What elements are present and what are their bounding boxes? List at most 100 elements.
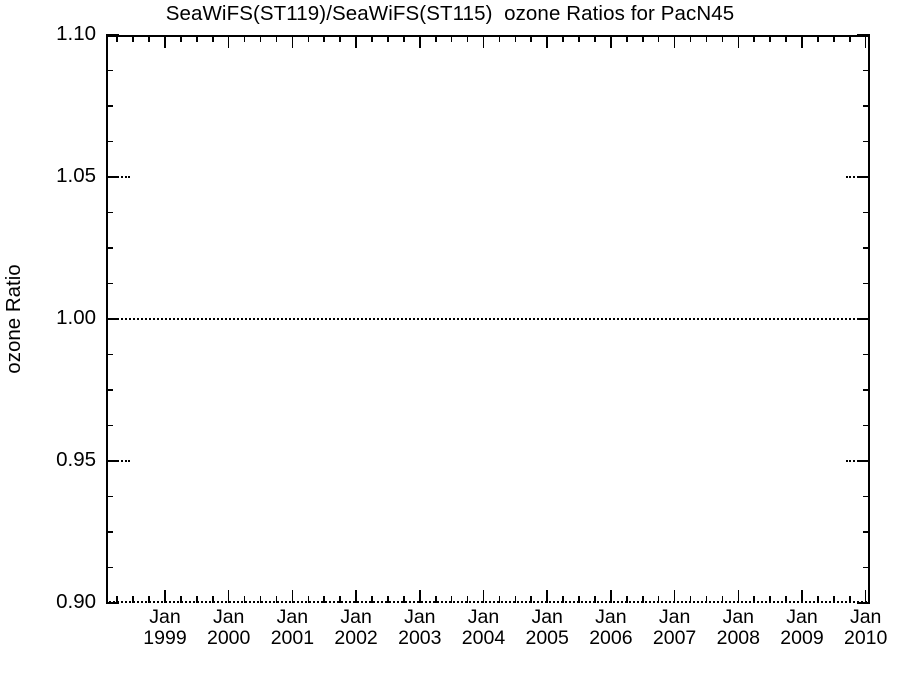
- y-tick-label: 0.90: [56, 590, 96, 613]
- x-tick-minor: [466, 35, 469, 42]
- x-tick-minor: [450, 596, 453, 603]
- gridline-1: [106, 318, 870, 320]
- x-tick-minor: [196, 596, 198, 603]
- x-tick-minor: [817, 35, 819, 42]
- x-tick-minor: [530, 35, 533, 42]
- x-tick-major: [482, 590, 485, 603]
- y-tick-minor: [106, 389, 113, 391]
- y-tick-major: [857, 176, 870, 178]
- x-tick-minor: [562, 35, 564, 42]
- y-tick-label: 1.10: [56, 22, 96, 45]
- x-tick-minor: [626, 596, 628, 603]
- x-tick-major: [737, 590, 740, 603]
- x-tick-major: [546, 35, 548, 48]
- x-tick-label-year: 2000: [206, 627, 251, 649]
- x-tick-minor: [243, 35, 246, 42]
- x-tick-minor: [275, 35, 278, 42]
- x-tick-minor: [721, 596, 724, 603]
- y-tick-minor: [106, 495, 113, 498]
- x-tick-minor: [833, 596, 835, 603]
- x-tick-minor: [848, 596, 851, 603]
- x-tick-label: Jan 2006: [566, 607, 656, 649]
- x-tick-minor: [721, 35, 724, 42]
- x-tick-label-year: 2002: [334, 627, 378, 649]
- x-tick-label-month: Jan: [212, 606, 245, 628]
- x-tick-label-month: Jan: [531, 606, 563, 628]
- x-tick-minor: [562, 596, 564, 603]
- x-tick-minor: [657, 35, 660, 42]
- y-tick-minor: [863, 282, 870, 285]
- x-tick-label-year: 2010: [843, 627, 888, 649]
- y-tick-major: [857, 460, 870, 462]
- x-tick-minor: [833, 35, 835, 42]
- x-tick-major: [355, 35, 357, 48]
- x-tick-major: [610, 590, 612, 603]
- y-tick-minor: [106, 211, 113, 214]
- x-tick-minor: [371, 35, 373, 42]
- x-tick-minor: [371, 596, 373, 603]
- x-tick-minor: [434, 596, 437, 603]
- x-tick-minor: [769, 596, 771, 603]
- x-tick-minor: [434, 35, 437, 42]
- y-tick-minor: [106, 566, 113, 569]
- x-tick-label: Jan 2007: [630, 607, 720, 649]
- chart-title: SeaWiFS(ST119)/SeaWiFS(ST115) ozone Rati…: [165, 2, 735, 25]
- y-tick-minor: [106, 140, 113, 143]
- y-tick-major: [106, 602, 119, 604]
- x-tick-minor: [307, 596, 310, 603]
- x-tick-minor: [275, 596, 278, 603]
- y-tick-major: [857, 34, 870, 36]
- x-tick-minor: [259, 596, 262, 603]
- x-tick-minor: [180, 35, 182, 42]
- x-tick-label-year: 2003: [398, 627, 442, 649]
- x-tick-minor: [689, 35, 692, 42]
- x-tick-minor: [514, 596, 517, 603]
- x-tick-major: [482, 35, 485, 48]
- y-tick-minor: [863, 353, 870, 356]
- x-tick-minor: [705, 596, 708, 603]
- x-tick-minor: [641, 596, 644, 603]
- x-tick-minor: [323, 35, 326, 42]
- x-tick-minor: [689, 596, 692, 603]
- y-tick-major: [106, 318, 119, 320]
- x-tick-minor: [498, 596, 501, 603]
- y-tick-label: 1.00: [56, 306, 96, 329]
- x-tick-minor: [148, 596, 150, 603]
- x-tick-minor: [530, 596, 533, 603]
- x-tick-minor: [243, 596, 246, 603]
- x-tick-minor: [307, 35, 310, 42]
- x-tick-minor: [450, 35, 453, 42]
- x-tick-minor: [211, 35, 214, 42]
- x-tick-major: [801, 35, 803, 48]
- y-tick-minor: [106, 105, 113, 107]
- x-tick-minor: [403, 35, 405, 42]
- x-tick-label-year: 2008: [716, 627, 760, 649]
- x-tick-minor: [132, 35, 134, 42]
- x-tick-label-year: 2006: [589, 627, 633, 649]
- y-tick-minor: [863, 105, 870, 107]
- y-tick-label: 1.05: [56, 164, 96, 187]
- x-tick-minor: [466, 596, 469, 603]
- x-tick-label-month: Jan: [467, 606, 500, 628]
- x-tick-minor: [705, 35, 708, 42]
- y-tick-minor: [863, 247, 870, 249]
- axis-top: [106, 35, 870, 37]
- x-tick-label: Jan 2004: [439, 607, 529, 649]
- x-tick-minor: [323, 596, 326, 603]
- x-tick-major: [419, 35, 421, 48]
- x-tick-minor: [339, 596, 341, 603]
- x-tick-label: Jan 2000: [184, 607, 274, 649]
- x-tick-label-month: Jan: [149, 606, 181, 628]
- y-tick-minor: [863, 531, 870, 533]
- x-tick-label-year: 1999: [143, 627, 187, 649]
- x-tick-minor: [498, 35, 501, 42]
- x-tick-label: Jan 2010: [821, 607, 900, 649]
- x-tick-label-month: Jan: [276, 606, 309, 628]
- x-tick-major: [419, 590, 421, 603]
- x-tick-minor: [626, 35, 628, 42]
- x-tick-major: [801, 590, 803, 603]
- x-tick-minor: [641, 35, 644, 42]
- x-tick-minor: [769, 35, 771, 42]
- y-tick-minor: [106, 531, 113, 533]
- x-tick-label: Jan 2003: [375, 607, 465, 649]
